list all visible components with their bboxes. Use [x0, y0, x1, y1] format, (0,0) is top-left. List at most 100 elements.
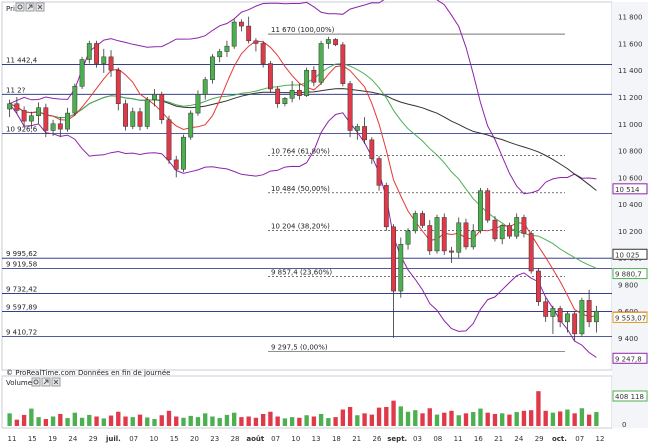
- volume-bar-60: [442, 412, 447, 426]
- candle-body-61: [449, 250, 454, 253]
- volume-bar-40: [297, 417, 302, 426]
- volume-bar-38: [282, 418, 288, 426]
- volume-bar-57: [420, 413, 425, 426]
- candle-body-16: [123, 103, 128, 127]
- volume-settings-icon[interactable]: [31, 377, 41, 387]
- volume-bar-70: [514, 412, 519, 426]
- candle-body-27: [202, 79, 208, 95]
- volume-bar-44: [326, 418, 331, 426]
- candle-body-36: [267, 63, 273, 90]
- candle-body-32: [239, 21, 244, 27]
- level-label-7: 9 410,72: [6, 328, 37, 336]
- candle-body-14: [108, 56, 114, 71]
- candle-body-19: [144, 99, 150, 127]
- volume-bar-5: [43, 419, 49, 426]
- data-credit: © ProRealTime.com Données en fin de jour…: [6, 369, 170, 377]
- time-tick-8: 15: [170, 435, 179, 443]
- volume-bar-3: [29, 408, 34, 426]
- time-tick-12: août: [246, 435, 265, 443]
- time-tick-21: 08: [433, 435, 442, 443]
- candle-body-23: [173, 159, 179, 170]
- price-panel-title: Prix: [6, 5, 19, 13]
- volume-bar-11: [87, 414, 92, 426]
- volume-tick-0: 0: [622, 421, 626, 429]
- candle-body-56: [412, 213, 418, 232]
- volume-bar-72: [529, 410, 534, 426]
- volume-bar-10: [79, 417, 85, 426]
- volume-bar-19: [145, 417, 150, 426]
- candle-body-47: [347, 83, 353, 131]
- candle-body-63: [463, 222, 469, 248]
- level-label-3: 9 995,62: [6, 250, 37, 258]
- candle-body-49: [362, 126, 367, 141]
- volume-bar-6: [50, 416, 56, 426]
- close-icon[interactable]: [35, 2, 45, 12]
- volume-bar-14: [108, 415, 114, 426]
- candle-body-55: [405, 230, 411, 245]
- volume-bar-76: [557, 411, 563, 426]
- candle-body-81: [593, 310, 599, 323]
- time-tick-25: 24: [514, 435, 523, 443]
- candle-body-21: [159, 94, 165, 121]
- volume-bar-17: [130, 417, 135, 426]
- level-label-1: 11 2?: [6, 86, 26, 94]
- candle-body-10: [79, 59, 85, 87]
- candle-body-6: [50, 123, 56, 131]
- price-tick-12: 9 400: [618, 335, 638, 343]
- fib-label-0: 11 670 (100,00%): [271, 26, 335, 34]
- zoom-icon[interactable]: [25, 2, 35, 12]
- candle-body-15: [115, 69, 121, 104]
- volume-bar-13: [101, 418, 106, 426]
- candle-body-31: [231, 21, 237, 47]
- price-badge-5: 9 247,8: [615, 355, 642, 363]
- volume-zoom-icon[interactable]: [41, 377, 51, 387]
- candle-body-0: [7, 103, 13, 110]
- settings-icon[interactable]: [15, 2, 25, 12]
- volume-bar-12: [94, 416, 99, 426]
- candle-body-4: [36, 107, 42, 116]
- candle-body-62: [456, 222, 462, 253]
- time-tick-27: oct.: [552, 435, 567, 443]
- time-axis: 11 15 19 24 29 juil. 07 10 15 20 23 28 août 07 10 13 18 2…: [8, 435, 605, 443]
- candle-body-13: [101, 56, 107, 64]
- candle-body-68: [499, 225, 505, 240]
- volume-bar-54: [398, 406, 403, 426]
- candle-body-30: [224, 45, 230, 52]
- level-label-4: 9 919,58: [6, 260, 37, 268]
- price-tick-7: 10 400: [618, 201, 643, 209]
- volume-bar-77: [565, 409, 570, 426]
- volume-bar-78: [572, 413, 577, 426]
- volume-bar-48: [355, 415, 360, 426]
- candle-body-78: [572, 313, 578, 335]
- fib-label-4: 9 857,4 (23,60%): [271, 269, 332, 277]
- fib-label-5: 9 297,5 (0,00%): [271, 344, 328, 352]
- bollinger-lower-line: [9, 103, 597, 358]
- candle-body-42: [311, 69, 317, 83]
- candle-body-28: [210, 56, 215, 80]
- candle-body-2: [21, 110, 27, 122]
- candle-body-9: [72, 86, 78, 114]
- candle-body-59: [434, 217, 440, 252]
- time-tick-5: juil.: [105, 435, 121, 443]
- volume-bar-27: [203, 413, 208, 426]
- volume-bar-59: [434, 414, 440, 426]
- volume-bar-31: [232, 412, 237, 426]
- fib-label-1: 10 764 (61,80%): [271, 147, 330, 155]
- volume-bar-68: [500, 413, 505, 426]
- candle-body-33: [246, 25, 252, 42]
- volume-bar-69: [507, 414, 512, 426]
- volume-bar-47: [347, 407, 353, 426]
- price-tick-2: 11 400: [618, 67, 643, 75]
- candle-body-11: [86, 43, 92, 60]
- candle-body-25: [188, 112, 194, 138]
- fib-label-3: 10 204 (38,20%): [271, 222, 330, 230]
- volume-close-icon[interactable]: [51, 377, 61, 387]
- time-tick-17: 21: [352, 435, 361, 443]
- volume-bar-4: [36, 417, 41, 426]
- level-label-6: 9 597,89: [6, 303, 37, 311]
- volume-bar-23: [174, 416, 179, 426]
- time-tick-14: 10: [291, 435, 300, 443]
- volume-bar-46: [340, 409, 346, 426]
